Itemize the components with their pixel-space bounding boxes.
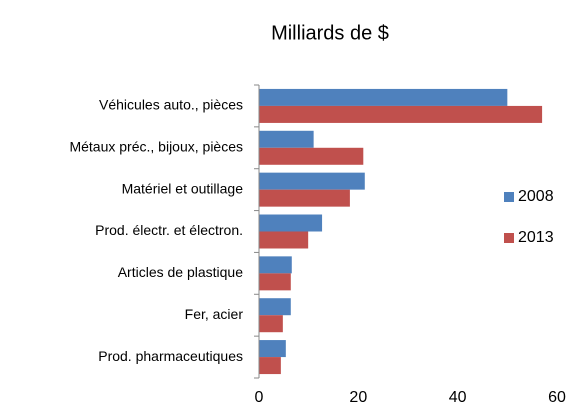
bar <box>259 256 292 274</box>
x-tick-label: 20 <box>349 389 367 406</box>
x-tick-label: 60 <box>548 389 566 406</box>
bar <box>259 105 543 123</box>
y-tick-label: Matériel et outillage <box>122 180 244 196</box>
bar <box>259 298 291 316</box>
y-tick-label: Prod. électr. et électron. <box>95 222 243 238</box>
bar <box>259 189 350 207</box>
bar <box>259 357 281 375</box>
x-tick-label: 40 <box>449 389 467 406</box>
y-tick-label: Métaux préc., bijoux, pièces <box>69 138 243 154</box>
x-tick-label: 0 <box>255 389 264 406</box>
bar <box>259 88 508 106</box>
y-tick-label: Fer, acier <box>185 306 244 322</box>
bar <box>259 340 286 358</box>
chart-title: Milliards de $ <box>271 22 389 44</box>
bar <box>259 147 364 165</box>
bar <box>259 214 323 232</box>
bar <box>259 273 291 291</box>
bar <box>259 130 314 148</box>
bar <box>259 172 365 190</box>
bar <box>259 231 309 249</box>
legend-swatch <box>504 233 514 243</box>
y-tick-label: Articles de plastique <box>118 264 244 280</box>
legend-label: 2013 <box>518 229 554 246</box>
legend-swatch <box>504 192 514 202</box>
bar <box>259 315 283 333</box>
y-tick-label: Véhicules auto., pièces <box>99 97 243 113</box>
legend-label: 2008 <box>518 188 554 205</box>
y-tick-label: Prod. pharmaceutiques <box>98 348 243 364</box>
